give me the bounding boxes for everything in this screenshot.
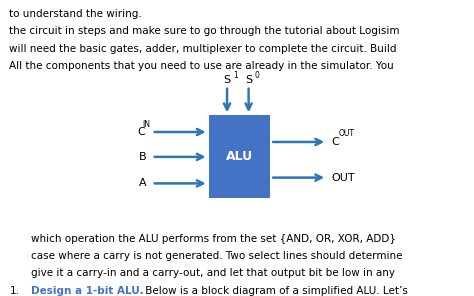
Text: 1: 1	[233, 71, 237, 80]
Bar	[209, 115, 270, 198]
Text: 0: 0	[254, 71, 259, 80]
Text: OUT: OUT	[332, 173, 356, 183]
Text: C: C	[332, 137, 339, 147]
Text: 1.: 1.	[9, 286, 19, 296]
Text: S: S	[223, 75, 231, 86]
Text: C: C	[137, 127, 145, 137]
Text: give it a carry-in and a carry-out, and let that output bit be low in any: give it a carry-in and a carry-out, and …	[31, 268, 395, 279]
Text: which operation the ALU performs from the set {AND, OR, XOR, ADD}: which operation the ALU performs from th…	[31, 234, 396, 244]
Text: IN: IN	[142, 120, 150, 129]
Text: case where a carry is not generated. Two select lines should determine: case where a carry is not generated. Two…	[31, 251, 402, 261]
Text: ALU: ALU	[226, 150, 253, 163]
Text: the circuit in steps and make sure to go through the tutorial about Logisim: the circuit in steps and make sure to go…	[9, 26, 400, 36]
Text: A: A	[139, 178, 147, 188]
Text: S: S	[245, 75, 252, 86]
Text: B: B	[139, 152, 147, 162]
Text: Below is a block diagram of a simplified ALU. Let’s: Below is a block diagram of a simplified…	[142, 286, 408, 296]
Text: All the components that you need to use are already in the simulator. You: All the components that you need to use …	[9, 61, 394, 71]
Text: Design a 1-bit ALU.: Design a 1-bit ALU.	[31, 286, 144, 296]
Text: to understand the wiring.: to understand the wiring.	[9, 9, 142, 19]
Text: OUT: OUT	[338, 129, 355, 138]
Text: will need the basic gates, adder, multiplexer to complete the circuit. Build: will need the basic gates, adder, multip…	[9, 44, 397, 54]
